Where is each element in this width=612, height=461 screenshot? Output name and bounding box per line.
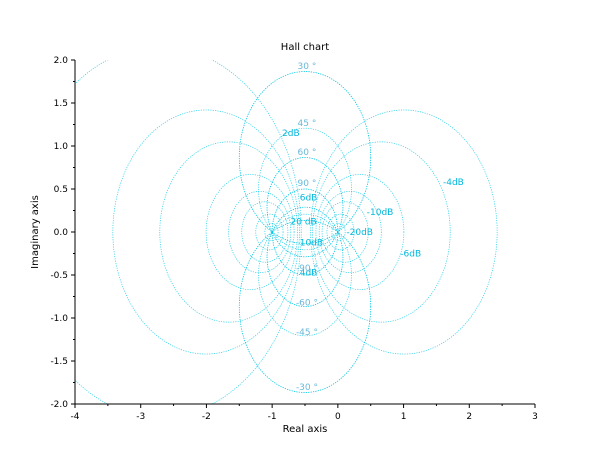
m-circle-minor — [228, 190, 292, 274]
n-circle-label: -45 ° — [296, 328, 318, 338]
n-circle-minor — [238, 220, 372, 393]
n-circle-label: -60 ° — [296, 299, 318, 309]
y-tick-label: 1.0 — [54, 142, 69, 152]
n-circle-minor — [266, 206, 344, 307]
n-circle-label: 90 ° — [298, 179, 317, 189]
m-circle-label: 4dB — [300, 268, 318, 278]
plot-curves — [75, 60, 498, 404]
y-tick-label: 0.5 — [54, 185, 68, 195]
x-tick-label: -3 — [136, 412, 145, 422]
x-tick-label: 2 — [466, 412, 472, 422]
m-circle-minor — [326, 213, 355, 251]
m-circle-label: 2dB — [282, 129, 300, 139]
y-tick-label: -1.0 — [50, 314, 68, 324]
m-circle-label: -20dB — [346, 228, 373, 238]
n-circle-label: 30 ° — [298, 62, 317, 72]
x-axis-title: Real axis — [283, 424, 328, 435]
n-circle — [258, 127, 352, 251]
m-circle-minor — [255, 213, 284, 251]
x-tick-label: -4 — [71, 412, 80, 422]
y-tick-label: -2.0 — [50, 400, 68, 410]
x-tick-label: -1 — [268, 412, 277, 422]
m-circle-label: -4dB — [443, 178, 464, 188]
m-circle — [331, 222, 346, 242]
n-circle-label: 45 ° — [298, 119, 317, 129]
n-circle-label: -30 ° — [296, 383, 318, 393]
x-tick-label: 3 — [532, 412, 538, 422]
m-circle — [205, 174, 295, 290]
y-axis-title: Imaginary axis — [30, 195, 41, 269]
m-circle — [264, 222, 279, 242]
y-tick-label: 2.0 — [54, 56, 69, 66]
m-circle — [312, 141, 451, 323]
m-circle-minor — [112, 109, 300, 355]
m-circle-label: -6dB — [400, 250, 421, 260]
curve-labels: 20 dB 10dB 6dB 4dB 2dB -20dB -10dB -6dB -4dB 30 °… — [282, 62, 464, 393]
n-circle-label: -90 ° — [296, 264, 318, 274]
y-tick-label: -0.5 — [50, 271, 68, 281]
m-circle — [321, 201, 369, 263]
m-circle — [159, 141, 298, 323]
axes — [74, 60, 535, 405]
m-circle-minor — [318, 190, 382, 274]
m-circle-label: 6dB — [300, 194, 318, 204]
m-circle — [75, 60, 302, 404]
y-ticks: -2.0 -1.5 -1.0 -0.5 0.0 0.5 1.0 1.5 2.0 — [50, 56, 75, 410]
m-circle-minor — [310, 109, 498, 355]
y-tick-label: 1.5 — [54, 99, 68, 109]
chart-title: Hall chart — [281, 42, 329, 53]
x-tick-label: 0 — [335, 412, 341, 422]
m-circle-label: -10dB — [367, 208, 394, 218]
n-circle — [258, 213, 352, 337]
y-tick-label: -1.5 — [50, 357, 68, 367]
x-ticks: -4 -3 -2 -1 0 1 2 3 — [71, 404, 538, 422]
y-tick-label: 0.0 — [54, 228, 69, 238]
x-tick-label: 1 — [401, 412, 407, 422]
m-circle-label: 10dB — [300, 238, 323, 248]
m-circle — [315, 174, 405, 290]
n-circle-label: 60 ° — [298, 148, 317, 158]
m-circle-label: 20 dB — [291, 218, 317, 228]
n-circle-minor — [266, 157, 344, 258]
m-circle — [241, 201, 289, 263]
x-tick-label: -2 — [202, 412, 211, 422]
n-circle-minor — [238, 71, 372, 244]
